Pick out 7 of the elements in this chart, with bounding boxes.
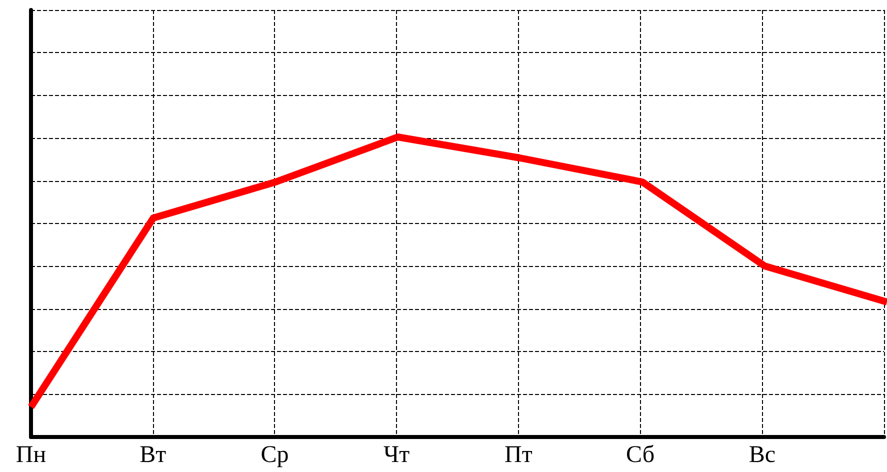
x-tick-label: Ср xyxy=(260,442,289,468)
x-tick-label: Вт xyxy=(140,442,167,468)
x-tick-label: Пт xyxy=(504,442,533,468)
x-tick-label: Сб xyxy=(626,442,655,468)
x-tick-label: Пн xyxy=(16,442,46,468)
x-tick-label: Вс xyxy=(748,442,776,468)
x-tick-label: Чт xyxy=(384,442,410,468)
